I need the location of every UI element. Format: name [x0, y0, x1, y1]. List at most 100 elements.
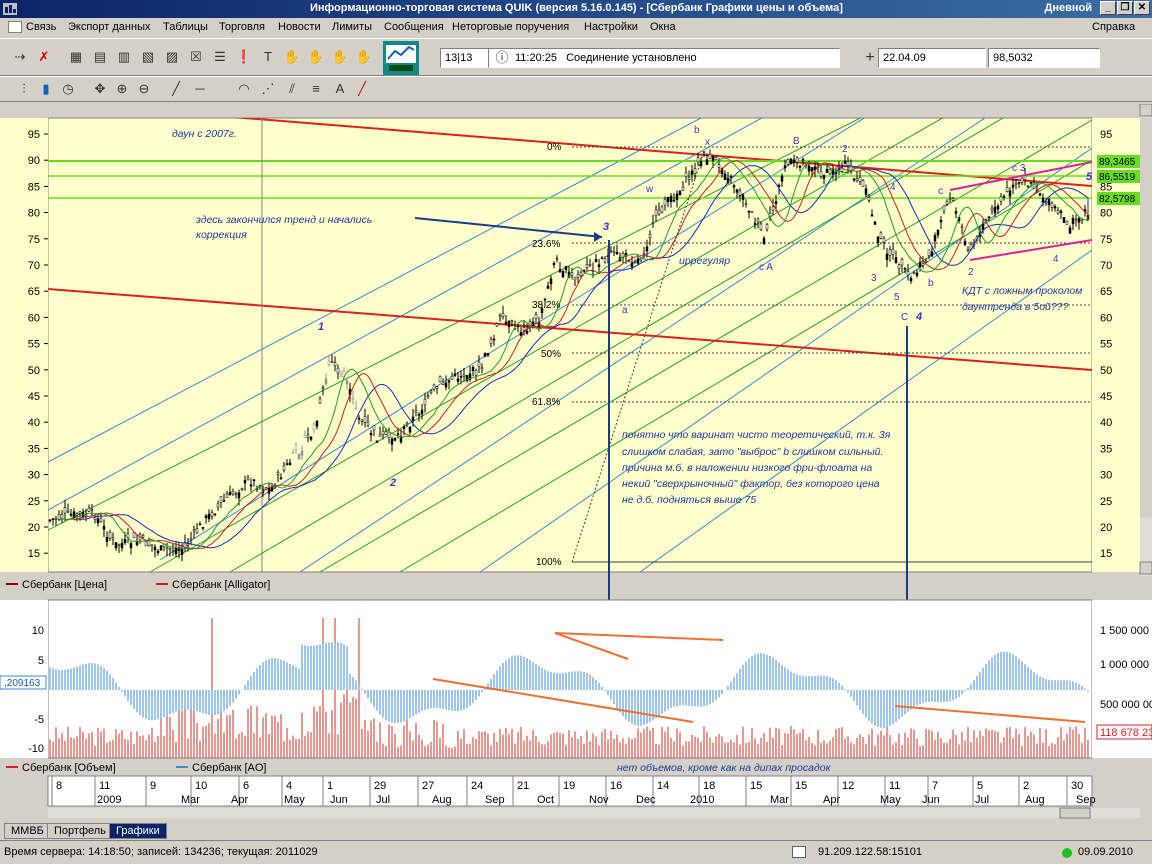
candle-body: [846, 161, 850, 168]
wave-n4: 4: [890, 182, 896, 193]
fan-icon[interactable]: ⋰: [261, 81, 275, 96]
price-tick-left: 85: [28, 181, 40, 193]
minimize-button[interactable]: _: [1100, 1, 1116, 15]
zoom-out-icon[interactable]: ⊖: [138, 81, 150, 96]
candle-body: [96, 518, 100, 524]
time-axis-month: Jul: [975, 794, 989, 806]
menu-connection[interactable]: Связь: [26, 21, 57, 33]
menu-limits[interactable]: Лимиты: [332, 21, 373, 33]
chart-canvas[interactable]: 9595909085858080757570706565606055555050…: [0, 103, 1152, 820]
menu-tables[interactable]: Таблицы: [163, 21, 208, 33]
candle-body: [432, 384, 436, 390]
candle-body: [243, 480, 247, 484]
scroll-down-button[interactable]: [1139, 561, 1152, 575]
menu-settings[interactable]: Настройки: [584, 21, 638, 33]
move-icon[interactable]: ✥: [94, 81, 106, 96]
candle-body: [993, 206, 997, 214]
scrollbar-thumb[interactable]: [1140, 118, 1152, 518]
time-axis-month: Nov: [589, 794, 609, 806]
list-icon[interactable]: ☰: [214, 49, 226, 64]
sell-icon[interactable]: ✋: [307, 49, 325, 64]
menu-non-trading[interactable]: Неторговые поручения: [452, 21, 570, 33]
connect-icon[interactable]: ⇢: [14, 49, 26, 64]
orders-icon[interactable]: ▥: [117, 49, 131, 64]
candle-body: [1014, 183, 1018, 185]
menu-trading[interactable]: Торговля: [219, 21, 265, 33]
vol-left-tick-5: 5: [38, 655, 44, 667]
restore-button[interactable]: ❐: [1117, 1, 1133, 15]
candle-body: [399, 436, 403, 443]
time-axis-day: 9: [150, 780, 156, 792]
candle-body: [174, 548, 178, 555]
candle-body: [141, 535, 145, 538]
tab-micex[interactable]: ММВБ: [4, 823, 51, 839]
time-axis-day: 6: [243, 780, 249, 792]
menu-export[interactable]: Экспорт данных: [68, 21, 151, 33]
alert-icon[interactable]: ❗: [235, 49, 253, 64]
text-tool-icon[interactable]: A: [335, 81, 345, 96]
candle-body: [123, 539, 127, 544]
crosshair-icon[interactable]: +: [865, 49, 875, 66]
candle-body: [1077, 218, 1081, 223]
close-button[interactable]: ✕: [1134, 1, 1150, 15]
tab-portfolio[interactable]: Портфель: [47, 823, 113, 839]
annotation-theory-4: некий "сверхрыночный" фактор, без которо…: [622, 478, 880, 490]
candle-body: [207, 513, 211, 520]
zoom-in-icon[interactable]: ⊕: [116, 81, 128, 96]
price-box-89: [1097, 155, 1140, 168]
candle-body: [939, 219, 943, 223]
buy-icon[interactable]: ✋: [283, 49, 301, 64]
candle-body: [411, 416, 415, 422]
bar-chart-icon[interactable]: ⫶: [22, 81, 26, 96]
time-axis-month: 2010: [690, 794, 714, 806]
tab-charts[interactable]: Графики: [109, 823, 167, 839]
stop-icon[interactable]: ✋: [331, 49, 349, 64]
candle-body: [378, 434, 382, 438]
clock-icon[interactable]: ◷: [62, 81, 74, 96]
delete-drawings-icon[interactable]: ╱: [358, 81, 366, 96]
vol-trend-1: [554, 632, 724, 641]
candle-body: [420, 409, 424, 415]
horizontal-scrollbar[interactable]: [48, 808, 1140, 818]
candle-body: [705, 159, 709, 165]
fibo-levels-icon[interactable]: ≡: [312, 81, 320, 96]
menu-messages[interactable]: Сообщения: [384, 21, 444, 33]
table-icon[interactable]: ▦: [69, 49, 83, 64]
delete-icon[interactable]: ☒: [190, 49, 202, 64]
candle-body: [807, 165, 811, 172]
trendline-icon[interactable]: ╱: [172, 81, 180, 96]
wave-5: 5: [1086, 171, 1093, 183]
menu-help[interactable]: Справка: [1092, 21, 1136, 33]
wave-1: 1: [318, 321, 324, 333]
deals-icon[interactable]: ▧: [141, 49, 155, 64]
fibo-arc-icon[interactable]: ◠: [238, 81, 250, 96]
candle-body: [69, 513, 73, 516]
text-icon[interactable]: T: [264, 49, 272, 64]
scroll-up-button[interactable]: [1139, 103, 1152, 117]
menu-windows[interactable]: Окна: [650, 21, 676, 33]
candle-body: [492, 338, 496, 341]
hscroll-thumb[interactable]: [1059, 807, 1091, 819]
hline-icon[interactable]: ─: [195, 81, 205, 96]
candle-body: [219, 496, 223, 503]
wave-w: w: [645, 184, 654, 195]
candle-body: [669, 195, 673, 203]
quotes-icon[interactable]: ▤: [93, 49, 107, 64]
candle-body: [339, 370, 343, 374]
candle-body: [966, 249, 970, 251]
wave-4b: 4: [1053, 254, 1059, 265]
price-axis: 9595909085858080757570706565606055555050…: [28, 129, 1113, 560]
time-axis-month: Sep: [485, 794, 505, 806]
disconnect-icon[interactable]: ✗: [38, 49, 50, 64]
candle-body: [600, 257, 604, 260]
portfolio-icon[interactable]: ▨: [165, 49, 179, 64]
cancel-order-icon[interactable]: ✋: [355, 49, 373, 64]
candle-body: [198, 523, 202, 526]
channel-icon[interactable]: ⫽: [289, 81, 295, 96]
candle-body: [789, 158, 793, 164]
menu-news[interactable]: Новости: [278, 21, 321, 33]
volume-chart-icon[interactable]: ▮: [42, 81, 50, 96]
mdi-icon[interactable]: [8, 21, 22, 33]
price-tick-left: 60: [28, 312, 40, 324]
chart-window-icon[interactable]: [383, 41, 419, 75]
